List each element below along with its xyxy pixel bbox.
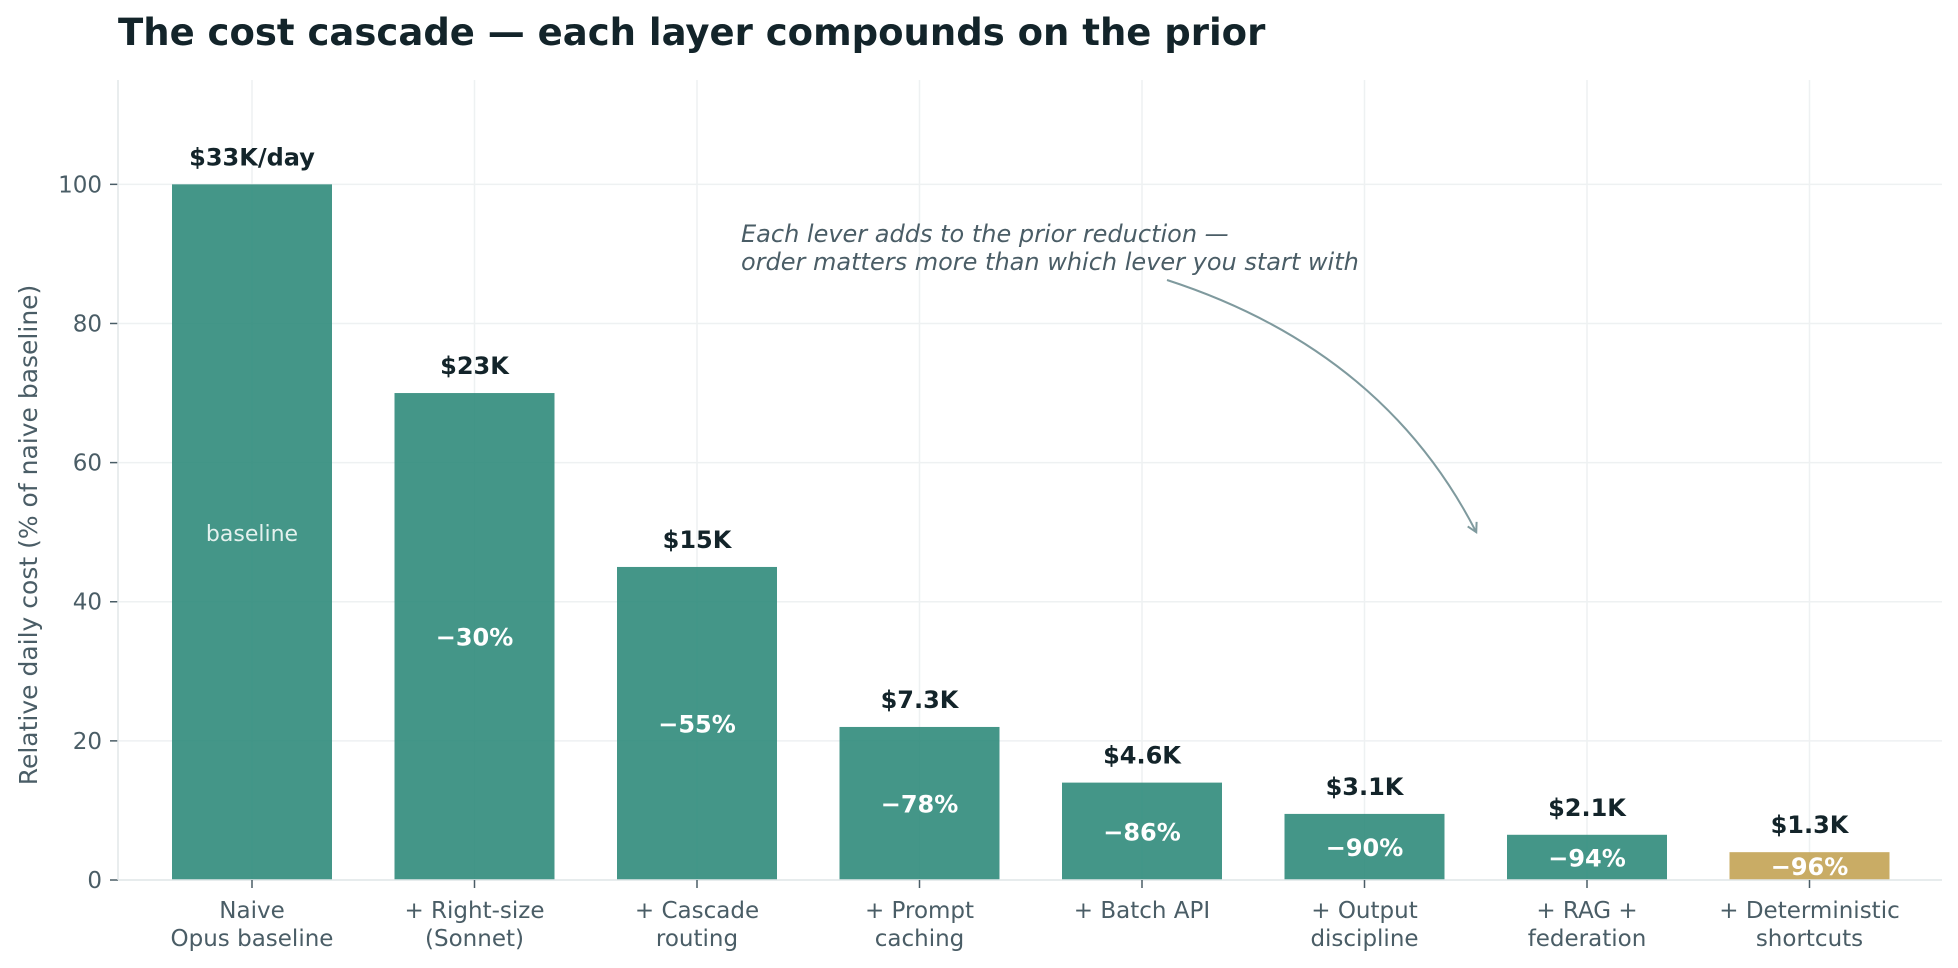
chart-title: The cost cascade — each layer compounds … [118, 11, 1266, 54]
y-tick-label: 100 [58, 172, 102, 198]
x-category-label: + Right-size [404, 898, 544, 924]
y-tick-label: 20 [73, 729, 102, 755]
bars-layer [172, 184, 1890, 880]
bar [1507, 834, 1667, 880]
bar-value-label: $1.3K [1771, 811, 1850, 839]
bar [617, 566, 777, 880]
bar-inner-label: −96% [1771, 853, 1849, 881]
axes-layer: 0 20 40 60 80 100 Relative daily cost (% of na… [14, 80, 1942, 952]
bar-value-label: $15K [663, 526, 733, 554]
bar-value-label: $23K [440, 352, 510, 380]
bar-inner-label: −78% [881, 790, 959, 818]
bar-inner-label: baseline [206, 522, 298, 547]
x-category-label: Opus baseline [171, 926, 334, 952]
bar-inner-label: −90% [1326, 834, 1404, 862]
y-tick-label: 60 [73, 451, 102, 477]
bar [394, 393, 555, 880]
y-tick-label: 80 [73, 311, 102, 337]
x-category-label: Naive [219, 898, 284, 924]
annotation-text: Each lever adds to the prior reduction — [741, 220, 1229, 248]
x-category-label: + Deterministic [1719, 898, 1899, 924]
bar [172, 184, 332, 880]
bar-value-label: $2.1K [1548, 794, 1627, 822]
x-category-label: federation [1528, 926, 1647, 952]
bar-value-label: $4.6K [1103, 742, 1182, 770]
bar-value-label: $7.3K [881, 686, 960, 714]
y-axis-label: Relative daily cost (% of naive baseline… [14, 285, 43, 786]
x-category-label: discipline [1310, 926, 1418, 952]
x-category-label: + Cascade [635, 898, 759, 924]
bar [1284, 813, 1445, 880]
annotation-layer: Each lever adds to the prior reduction —… [741, 220, 1478, 535]
x-category-label: + Prompt [865, 898, 974, 924]
x-category-label: caching [875, 926, 965, 952]
bar-inner-label: −94% [1548, 844, 1626, 872]
labels-layer: $33K/day baseline $23K −30% $15K −55% $7.3K −78… [189, 143, 1850, 881]
x-category-label: routing [656, 926, 738, 952]
bar [1729, 852, 1890, 880]
x-category-label: + Batch API [1074, 898, 1210, 924]
bar [1062, 782, 1222, 880]
annotation-arrow [1166, 279, 1478, 535]
x-category-label: shortcuts [1756, 926, 1863, 952]
bar-inner-label: −55% [658, 710, 736, 738]
x-category-label: (Sonnet) [425, 926, 524, 952]
y-tick-label: 0 [87, 868, 102, 894]
bar-inner-label: −30% [436, 624, 514, 652]
x-category-label: + RAG + [1536, 898, 1637, 924]
bar [839, 726, 1000, 880]
annotation-text: order matters more than which lever you … [741, 248, 1359, 276]
x-category-label: + Output [1311, 898, 1417, 924]
grid-layer [118, 80, 1942, 881]
y-tick-label: 40 [73, 590, 102, 616]
bar-inner-label: −86% [1103, 818, 1181, 846]
bar-value-label: $33K/day [189, 143, 315, 171]
bar-value-label: $3.1K [1326, 773, 1405, 801]
